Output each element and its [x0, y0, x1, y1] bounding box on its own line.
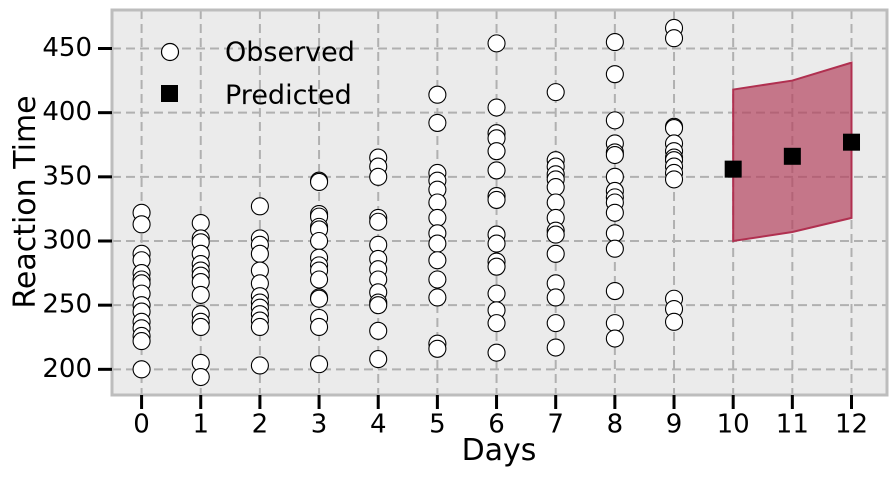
observed-point: [546, 193, 565, 212]
observed-point: [487, 190, 506, 209]
legend-observed-marker: [160, 42, 180, 62]
x-tick-label: 11: [776, 410, 809, 440]
observed-point: [546, 225, 565, 244]
observed-point: [428, 193, 447, 212]
observed-point: [310, 289, 329, 308]
observed-point: [191, 367, 210, 387]
observed-point: [310, 355, 329, 374]
predicted-series: [724, 133, 861, 178]
observed-point: [132, 360, 151, 379]
y-tick-label: 450: [42, 33, 92, 63]
observed-point: [664, 170, 684, 189]
observed-point: [487, 161, 506, 180]
observed-point: [546, 83, 565, 102]
predicted-point: [724, 160, 742, 178]
observed-point: [369, 212, 388, 231]
x-tick-label: 0: [133, 410, 150, 440]
x-tick-label: 10: [717, 410, 750, 440]
observed-point: [487, 257, 506, 276]
x-tick-label: 4: [370, 410, 387, 440]
observed-point: [605, 239, 624, 258]
observed-point: [487, 98, 506, 117]
y-tick-label: 400: [42, 97, 92, 127]
observed-point: [250, 317, 269, 337]
x-tick-label: 3: [311, 410, 328, 440]
observed-point: [369, 296, 388, 315]
observed-point: [605, 145, 624, 165]
observed-point: [250, 197, 269, 216]
observed-series: [132, 18, 684, 387]
observed-point: [132, 215, 151, 234]
observed-point: [546, 244, 565, 263]
observed-point: [605, 314, 624, 333]
legend-predicted-label: Predicted: [225, 80, 352, 111]
observed-point: [605, 224, 624, 243]
x-axis-title: Days: [462, 433, 537, 468]
x-tick-label: 7: [547, 410, 564, 440]
x-tick-label: 5: [429, 410, 446, 440]
observed-point: [428, 234, 447, 253]
observed-point: [310, 231, 329, 251]
observed-point: [487, 234, 506, 253]
observed-point: [310, 317, 329, 337]
y-axis: 200 250 300 350 400 450: [42, 33, 112, 384]
observed-point: [546, 178, 565, 197]
observed-point: [487, 34, 506, 53]
observed-point: [191, 317, 210, 337]
observed-point: [369, 167, 388, 186]
x-tick-label: 8: [607, 410, 624, 440]
observed-point: [546, 288, 565, 307]
observed-point: [428, 85, 447, 104]
x-tick-label: 9: [666, 410, 683, 440]
observed-point: [250, 356, 269, 375]
y-tick-label: 300: [42, 226, 92, 256]
observed-point: [487, 314, 506, 333]
legend-predicted-marker: [161, 85, 178, 102]
observed-point: [428, 113, 447, 132]
observed-point: [546, 314, 565, 333]
observed-point: [310, 270, 329, 289]
observed-point: [664, 312, 684, 331]
plot-frame: [110, 8, 889, 397]
observed-point: [428, 270, 447, 289]
y-axis-title: Reaction Time: [8, 95, 43, 308]
observed-point: [664, 29, 684, 48]
observed-point: [487, 343, 506, 362]
observed-point: [428, 339, 447, 358]
y-tick-label: 250: [42, 290, 92, 320]
observed-point: [369, 321, 388, 340]
x-tick-label: 6: [488, 410, 505, 440]
observed-point: [428, 208, 447, 227]
y-tick-label: 350: [42, 161, 92, 191]
legend-observed-label: Observed: [225, 37, 355, 68]
x-tick-label: 12: [835, 410, 868, 440]
observed-point: [250, 244, 269, 263]
observed-point: [605, 329, 624, 348]
predicted-point: [783, 147, 801, 165]
observed-point: [605, 33, 624, 52]
observed-point: [605, 65, 624, 84]
observed-point: [369, 350, 388, 369]
observed-point: [132, 332, 151, 351]
x-tick-label: 1: [192, 410, 209, 440]
observed-point: [664, 119, 684, 138]
legend: Observed Predicted: [160, 37, 355, 111]
x-tick-label: 2: [252, 410, 269, 440]
x-axis: 0 1 2 3 4 5 6 7 8 9 10 11 12: [133, 395, 868, 440]
y-tick-label: 200: [42, 354, 92, 384]
observed-point: [191, 285, 210, 304]
observed-point: [487, 142, 506, 161]
predicted-point: [843, 133, 861, 151]
observed-point: [487, 284, 506, 303]
observed-point: [546, 338, 565, 357]
observed-point: [605, 203, 624, 222]
observed-point: [428, 251, 447, 270]
observed-point: [605, 111, 624, 130]
observed-point: [605, 281, 624, 301]
observed-point: [310, 172, 329, 192]
observed-point: [191, 213, 210, 233]
observed-point: [428, 288, 447, 307]
